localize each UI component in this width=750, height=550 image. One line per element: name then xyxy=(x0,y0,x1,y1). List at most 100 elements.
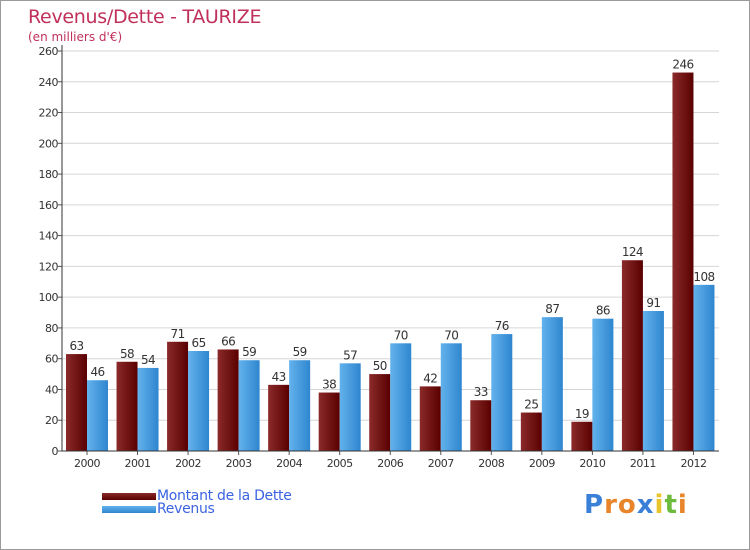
bar-revenue-label: 54 xyxy=(141,353,155,367)
legend-item-debt: Montant de la Dette xyxy=(102,488,292,504)
bar-revenue-label: 87 xyxy=(545,302,559,316)
bar-revenue-label: 57 xyxy=(343,348,357,362)
bar-revenue xyxy=(188,351,210,451)
y-tick-label: 140 xyxy=(39,230,59,243)
x-axis-ticks: 2000 2001 2002 2003 2004 2005 2006 2007 2008 2009… xyxy=(74,451,707,470)
y-tick-label: 180 xyxy=(39,168,59,181)
bar-debt xyxy=(217,349,239,451)
bar-debt xyxy=(318,392,340,451)
x-tick-label: 2006 xyxy=(377,457,403,470)
bar-debt-label: 71 xyxy=(171,327,185,341)
x-tick-label: 2003 xyxy=(226,457,252,470)
bar-debt-label: 43 xyxy=(272,370,286,384)
logo-letter: r xyxy=(604,490,618,520)
bar-revenue-label: 59 xyxy=(242,345,256,359)
y-tick-label: 160 xyxy=(39,199,59,212)
bar-debt xyxy=(520,412,542,451)
bar-debt-label: 124 xyxy=(622,245,643,259)
chart-subtitle: (en milliers d'€) xyxy=(28,30,123,44)
y-tick-label: 0 xyxy=(52,445,59,458)
bar-revenue-label: 76 xyxy=(495,319,509,333)
bar-revenue xyxy=(87,380,108,451)
x-tick-label: 2002 xyxy=(175,457,201,470)
y-tick-label: 80 xyxy=(45,322,58,335)
bar-revenue-label: 70 xyxy=(394,328,408,342)
y-tick-label: 40 xyxy=(45,383,58,396)
bar-revenue xyxy=(339,363,361,451)
bar-revenue xyxy=(390,343,412,451)
legend-swatch-revenue xyxy=(102,505,156,513)
bar-revenue-label: 86 xyxy=(596,304,610,318)
x-tick-label: 2008 xyxy=(478,457,504,470)
bar-debt xyxy=(369,374,391,451)
bar-revenue xyxy=(440,343,462,451)
x-tick-label: 2004 xyxy=(276,457,302,470)
y-tick-label: 220 xyxy=(39,107,59,120)
bar-debt-label: 42 xyxy=(423,371,437,385)
bar-debt-label: 246 xyxy=(672,58,693,72)
bar-debt-label: 58 xyxy=(120,347,134,361)
bar-debt xyxy=(167,341,189,451)
bar-debt-label: 33 xyxy=(474,385,488,399)
bar-debt xyxy=(268,384,290,451)
bar-debt xyxy=(116,361,138,451)
bar-debt-label: 66 xyxy=(221,334,235,348)
legend-label-revenue: Revenus xyxy=(157,501,215,517)
y-tick-label: 20 xyxy=(45,414,58,427)
bar-revenue xyxy=(642,311,664,451)
logo-letter: o xyxy=(617,490,637,520)
bar-revenue xyxy=(592,318,614,451)
bar-revenue-label: 91 xyxy=(646,296,660,310)
axes xyxy=(61,45,719,452)
proxiti-logo: Proxiti xyxy=(584,490,688,520)
bar-debt-label: 38 xyxy=(322,378,336,392)
bar-debt xyxy=(66,354,87,451)
logo-letter: x xyxy=(636,490,655,520)
bar-debt xyxy=(621,260,643,451)
x-tick-label: 2001 xyxy=(125,457,151,470)
bar-revenue-label: 46 xyxy=(90,365,104,379)
logo-letter: i xyxy=(677,490,688,520)
x-tick-label: 2009 xyxy=(529,457,555,470)
logo-letter: P xyxy=(584,490,605,520)
bar-debt xyxy=(571,421,593,451)
bar-debt xyxy=(672,72,694,452)
bar-debt-label: 50 xyxy=(373,359,387,373)
bar-debt-label: 63 xyxy=(69,339,83,353)
logo-letter: t xyxy=(664,490,678,520)
y-tick-label: 120 xyxy=(39,260,59,273)
legend-label-debt: Montant de la Dette xyxy=(157,488,292,504)
bar-revenue xyxy=(491,334,513,451)
bar-revenue-label: 108 xyxy=(693,270,714,284)
bar-revenue xyxy=(238,360,260,451)
x-tick-label: 2010 xyxy=(579,457,605,470)
y-tick-label: 100 xyxy=(39,291,59,304)
chart-title: Revenus/Dette - TAURIZE xyxy=(28,6,262,28)
x-tick-label: 2012 xyxy=(680,457,706,470)
legend-item-revenue: Revenus xyxy=(102,501,215,517)
bar-debt-label: 25 xyxy=(524,398,538,412)
bar-revenue-label: 70 xyxy=(444,328,458,342)
y-tick-label: 60 xyxy=(45,353,58,366)
y-axis-ticks: 0 20 40 60 80 100 120 140 160 180 200 220 240 260 xyxy=(39,45,62,458)
x-tick-label: 2005 xyxy=(327,457,353,470)
logo-letter: i xyxy=(654,490,665,520)
bar-debt xyxy=(419,386,441,451)
x-tick-label: 2000 xyxy=(74,457,100,470)
bar-revenue xyxy=(693,284,715,451)
bar-debt-label: 19 xyxy=(575,407,589,421)
y-tick-label: 260 xyxy=(39,45,59,58)
bar-revenue xyxy=(289,360,311,451)
bars-group: 63 46 58 54 71 65 66 59 43 59 38 57 50 70 42 70 33 76 25 87… xyxy=(66,58,715,452)
x-tick-label: 2007 xyxy=(428,457,454,470)
bar-debt xyxy=(470,400,492,451)
x-tick-label: 2011 xyxy=(630,457,656,470)
bar-revenue-label: 59 xyxy=(293,345,307,359)
bar-revenue xyxy=(137,367,159,451)
bar-revenue-label: 65 xyxy=(192,336,206,350)
legend-swatch-debt xyxy=(102,492,156,500)
bar-revenue xyxy=(541,317,563,451)
y-tick-label: 200 xyxy=(39,137,59,150)
